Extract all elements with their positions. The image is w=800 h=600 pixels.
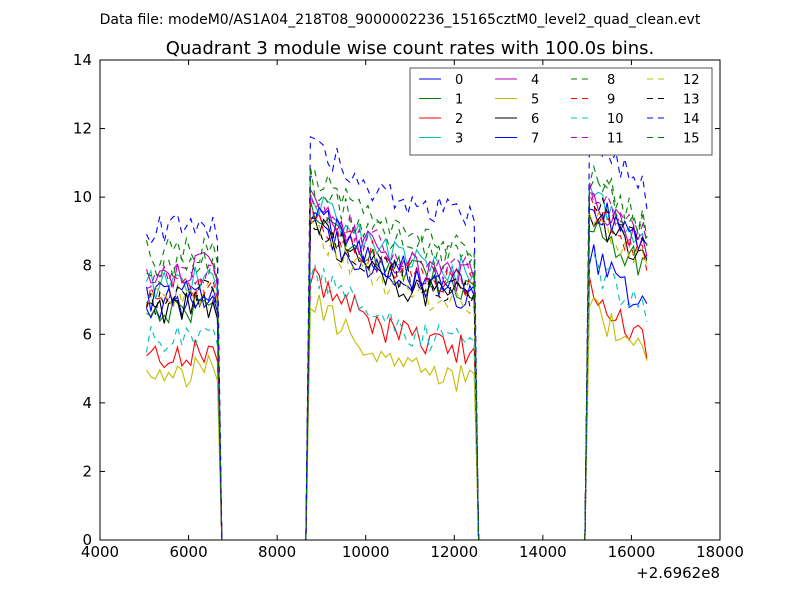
plot-frame [99,59,721,541]
legend-label-11: 11 [607,132,624,147]
y-tick-label: 10 [73,188,92,206]
x-tick-label: 8000 [258,543,296,561]
series-line-12 [146,211,648,541]
legend-label-14: 14 [683,112,700,127]
x-tick-label: 18000 [696,543,744,561]
legend-label-3: 3 [455,132,463,147]
y-tick-label: 8 [82,257,92,275]
legend-label-4: 4 [531,73,539,88]
series-line-5 [146,294,648,541]
x-tick-label: 16000 [608,543,656,561]
legend-label-8: 8 [607,73,615,88]
y-tick-label: 6 [82,325,92,343]
series-line-7 [145,202,648,541]
x-tick-label: 6000 [169,543,207,561]
ticks-layer: 4000 6000 8000 10000 12000 14000 16000 18000 0 2 4… [73,51,744,561]
y-tick-label: 4 [82,394,92,412]
y-tick-label: 14 [73,51,92,69]
series-layer [145,132,648,541]
legend-label-10: 10 [607,112,624,127]
y-tick-label: 2 [82,462,92,480]
x-tick-label: 14000 [519,543,567,561]
legend-label-13: 13 [683,93,700,108]
x-tick-label: 12000 [430,543,478,561]
y-tick-label: 0 [82,531,92,549]
x-tick-label: 10000 [342,543,390,561]
legend-frame [409,67,713,156]
legend-label-6: 6 [531,112,539,127]
y-tick-label: 12 [73,120,92,138]
chart-title: Quadrant 3 module wise count rates with … [166,38,655,59]
legend-label-1: 1 [455,93,463,108]
series-line-3 [145,184,648,541]
series-line-11 [146,181,648,541]
legend-label-0: 0 [455,73,463,88]
plot-area: 4000 6000 8000 10000 12000 14000 16000 18000 0 2 4… [73,51,744,561]
chart-suptitle: Data file: modeM0/AS1A04_218T08_90000022… [100,12,701,28]
legend-label-5: 5 [531,93,539,108]
series-line-15 [146,164,648,541]
legend-label-2: 2 [455,112,463,127]
series-line-4 [145,187,648,541]
x-tick-label: 4000 [81,543,119,561]
series-line-13 [145,197,648,541]
series-line-8 [145,169,648,541]
legend-label-9: 9 [607,93,615,108]
legend-label-15: 15 [683,132,700,147]
series-line-10 [145,251,648,541]
legend-label-12: 12 [683,73,700,88]
legend-label-7: 7 [531,132,539,147]
series-line-14 [146,132,648,541]
x-offset-label: +2.6962e8 [636,564,720,582]
